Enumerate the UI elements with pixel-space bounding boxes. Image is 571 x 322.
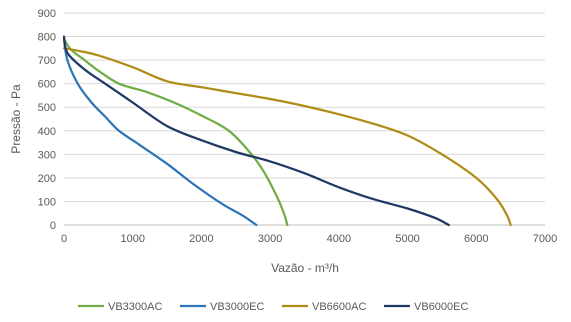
legend-label-vb3300ac: VB3300AC <box>108 301 162 313</box>
x-axis-ticks: 0 1000 2000 3000 4000 5000 6000 7000 <box>61 233 557 245</box>
legend-label-vb6000ec: VB6000EC <box>414 301 468 313</box>
y-tick-label: 600 <box>38 79 56 91</box>
y-axis-label: Pressão - Pa <box>9 84 23 154</box>
legend-label-vb6600ac: VB6600AC <box>312 301 366 313</box>
x-tick-label: 0 <box>61 233 67 245</box>
y-axis-ticks: 0 100 200 300 400 500 600 700 800 900 <box>38 8 56 232</box>
x-tick-label: 5000 <box>395 233 419 245</box>
y-tick-label: 500 <box>38 102 56 114</box>
y-tick-label: 700 <box>38 55 56 67</box>
y-tick-label: 900 <box>38 8 56 20</box>
legend: VB3300AC VB3000EC VB6600AC VB6000EC <box>78 301 468 313</box>
series-line-vb6600ac <box>62 47 512 227</box>
y-tick-label: 800 <box>38 32 56 44</box>
gridlines <box>64 12 545 226</box>
y-tick-label: 300 <box>38 149 56 161</box>
x-tick-label: 6000 <box>464 233 488 245</box>
y-tick-label: 200 <box>38 173 56 185</box>
y-tick-label: 100 <box>38 196 56 208</box>
series-line-vb3000ec <box>62 37 258 227</box>
legend-label-vb3000ec: VB3000EC <box>210 301 264 313</box>
x-axis-label: Vazão - m³/h <box>271 261 339 275</box>
x-tick-label: 1000 <box>120 233 144 245</box>
x-tick-label: 7000 <box>533 233 557 245</box>
x-tick-label: 4000 <box>327 233 351 245</box>
series-line-vb3300ac <box>62 37 289 227</box>
series-lines <box>62 35 512 227</box>
y-tick-label: 400 <box>38 126 56 138</box>
x-tick-label: 2000 <box>189 233 213 245</box>
x-tick-label: 3000 <box>258 233 282 245</box>
y-tick-label: 0 <box>50 220 56 232</box>
series-line-vb6000ec <box>62 35 450 227</box>
